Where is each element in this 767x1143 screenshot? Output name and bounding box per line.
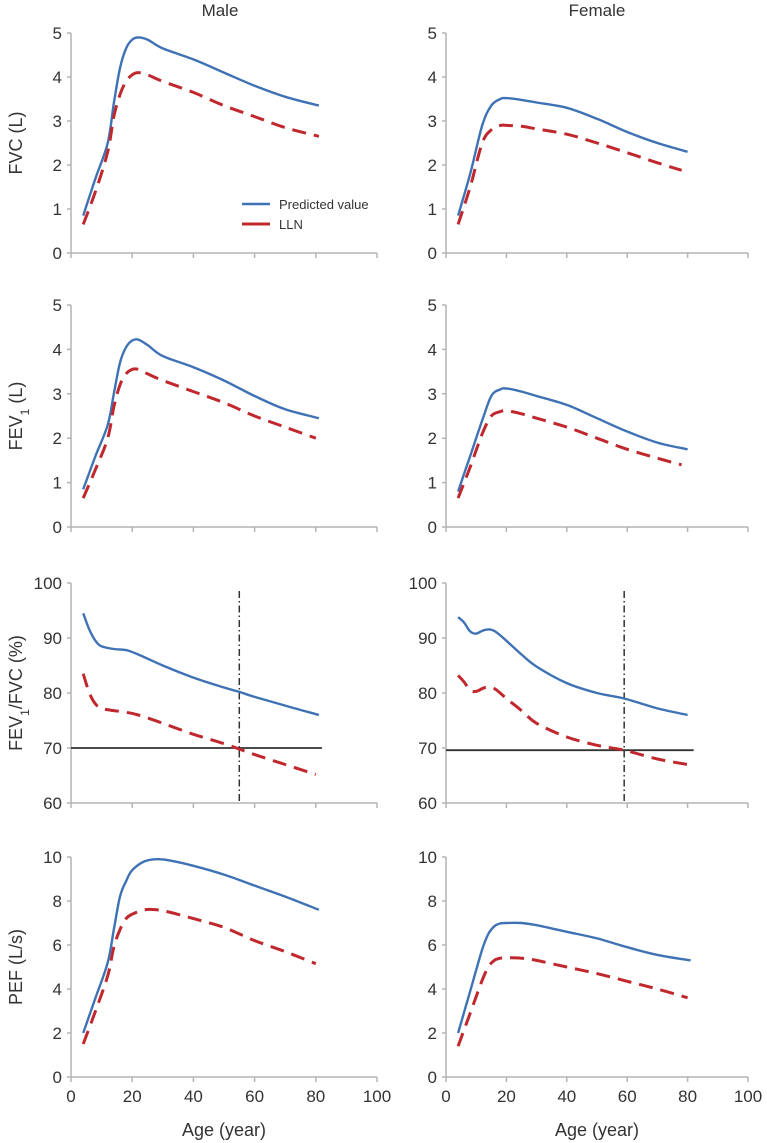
lln-line-fev1-male — [81, 367, 317, 499]
y-tick-label: 4 — [53, 340, 62, 359]
y-tick-label: 2 — [53, 1024, 62, 1043]
y-tick-label: 10 — [43, 848, 62, 867]
x-tick-label: 40 — [557, 1087, 576, 1106]
lln-line-fev1-fvc-female — [456, 674, 688, 766]
y-axis-label: FEV1/FVC (%) — [6, 635, 32, 751]
y-tick-label: 5 — [53, 296, 62, 315]
predicted-line-fev1-male — [82, 338, 320, 490]
y-tick-label: 3 — [428, 385, 437, 404]
y-tick-label: 70 — [43, 739, 62, 758]
y-tick-label: 4 — [53, 68, 62, 87]
y-tick-label: 2 — [53, 429, 62, 448]
predicted-line-fev1-female — [456, 387, 688, 492]
y-axis-label: FVC (L) — [6, 112, 26, 175]
x-tick-label: 80 — [306, 1087, 325, 1106]
x-tick-label: 60 — [618, 1087, 637, 1106]
lln-line-pef-female — [456, 956, 689, 1047]
y-tick-label: 4 — [428, 340, 437, 359]
lln-line-fvc-male — [81, 71, 320, 225]
x-tick-label: 60 — [245, 1087, 264, 1106]
lln-line-fev1-fvc-male — [81, 673, 317, 776]
lln-line-fvc-female — [456, 123, 683, 225]
x-tick-label: 100 — [734, 1087, 762, 1106]
y-tick-label: 90 — [418, 629, 437, 648]
lln-line-fev1-female — [456, 409, 682, 499]
x-axis-label-male: Age (year) — [182, 1120, 266, 1140]
predicted-line-fev1-fvc-female — [457, 616, 688, 717]
y-tick-label: 6 — [53, 936, 62, 955]
y-tick-label: 1 — [53, 200, 62, 219]
y-tick-label: 10 — [418, 848, 437, 867]
legend: Predicted value LLN — [242, 197, 369, 232]
y-tick-label: 0 — [428, 1068, 437, 1087]
y-tick-label: 3 — [53, 112, 62, 131]
predicted-line-fvc-female — [456, 96, 688, 216]
y-tick-label: 80 — [418, 684, 437, 703]
y-tick-label: 3 — [53, 385, 62, 404]
y-tick-label: 0 — [53, 244, 62, 263]
y-tick-label: 2 — [428, 1024, 437, 1043]
y-tick-label: 80 — [43, 684, 62, 703]
y-tick-label: 0 — [53, 518, 62, 537]
predicted-line-pef-male — [82, 857, 320, 1034]
x-tick-label: 80 — [678, 1087, 697, 1106]
y-axis-label: FEV1 (L) — [6, 382, 32, 451]
y-tick-label: 8 — [428, 892, 437, 911]
y-tick-label: 0 — [428, 244, 437, 263]
y-tick-label: 5 — [428, 296, 437, 315]
y-tick-label: 2 — [428, 156, 437, 175]
y-tick-label: 8 — [53, 892, 62, 911]
y-tick-label: 70 — [418, 739, 437, 758]
y-tick-label: 100 — [34, 574, 62, 593]
predicted-line-fev1-fvc-male — [82, 612, 320, 717]
column-title-female: Female — [569, 1, 626, 20]
x-tick-label: 40 — [184, 1087, 203, 1106]
legend-label-lln: LLN — [279, 217, 303, 232]
y-tick-label: 100 — [409, 574, 437, 593]
x-tick-label: 20 — [123, 1087, 142, 1106]
y-tick-label: 0 — [53, 1068, 62, 1087]
y-tick-label: 1 — [428, 200, 437, 219]
y-tick-label: 5 — [53, 24, 62, 43]
y-tick-label: 4 — [53, 980, 62, 999]
predicted-line-pef-female — [456, 921, 691, 1034]
y-tick-label: 1 — [428, 474, 437, 493]
y-tick-label: 5 — [428, 24, 437, 43]
x-axis-label-female: Age (year) — [555, 1120, 639, 1140]
y-tick-label: 90 — [43, 629, 62, 648]
y-tick-label: 3 — [428, 112, 437, 131]
y-tick-label: 2 — [53, 156, 62, 175]
y-tick-label: 60 — [43, 794, 62, 813]
y-axis-label: PEF (L/s) — [6, 929, 26, 1005]
y-tick-label: 4 — [428, 68, 437, 87]
column-title-male: Male — [202, 1, 239, 20]
y-tick-label: 0 — [428, 518, 437, 537]
lln-line-pef-male — [81, 907, 317, 1045]
x-tick-label: 0 — [66, 1087, 75, 1106]
x-tick-label: 0 — [441, 1087, 450, 1106]
y-tick-label: 1 — [53, 474, 62, 493]
y-tick-label: 2 — [428, 429, 437, 448]
y-tick-label: 4 — [428, 980, 437, 999]
y-tick-label: 60 — [418, 794, 437, 813]
legend-label-predicted: Predicted value — [279, 197, 369, 212]
y-tick-label: 6 — [428, 936, 437, 955]
x-tick-label: 100 — [363, 1087, 391, 1106]
x-tick-label: 20 — [497, 1087, 516, 1106]
